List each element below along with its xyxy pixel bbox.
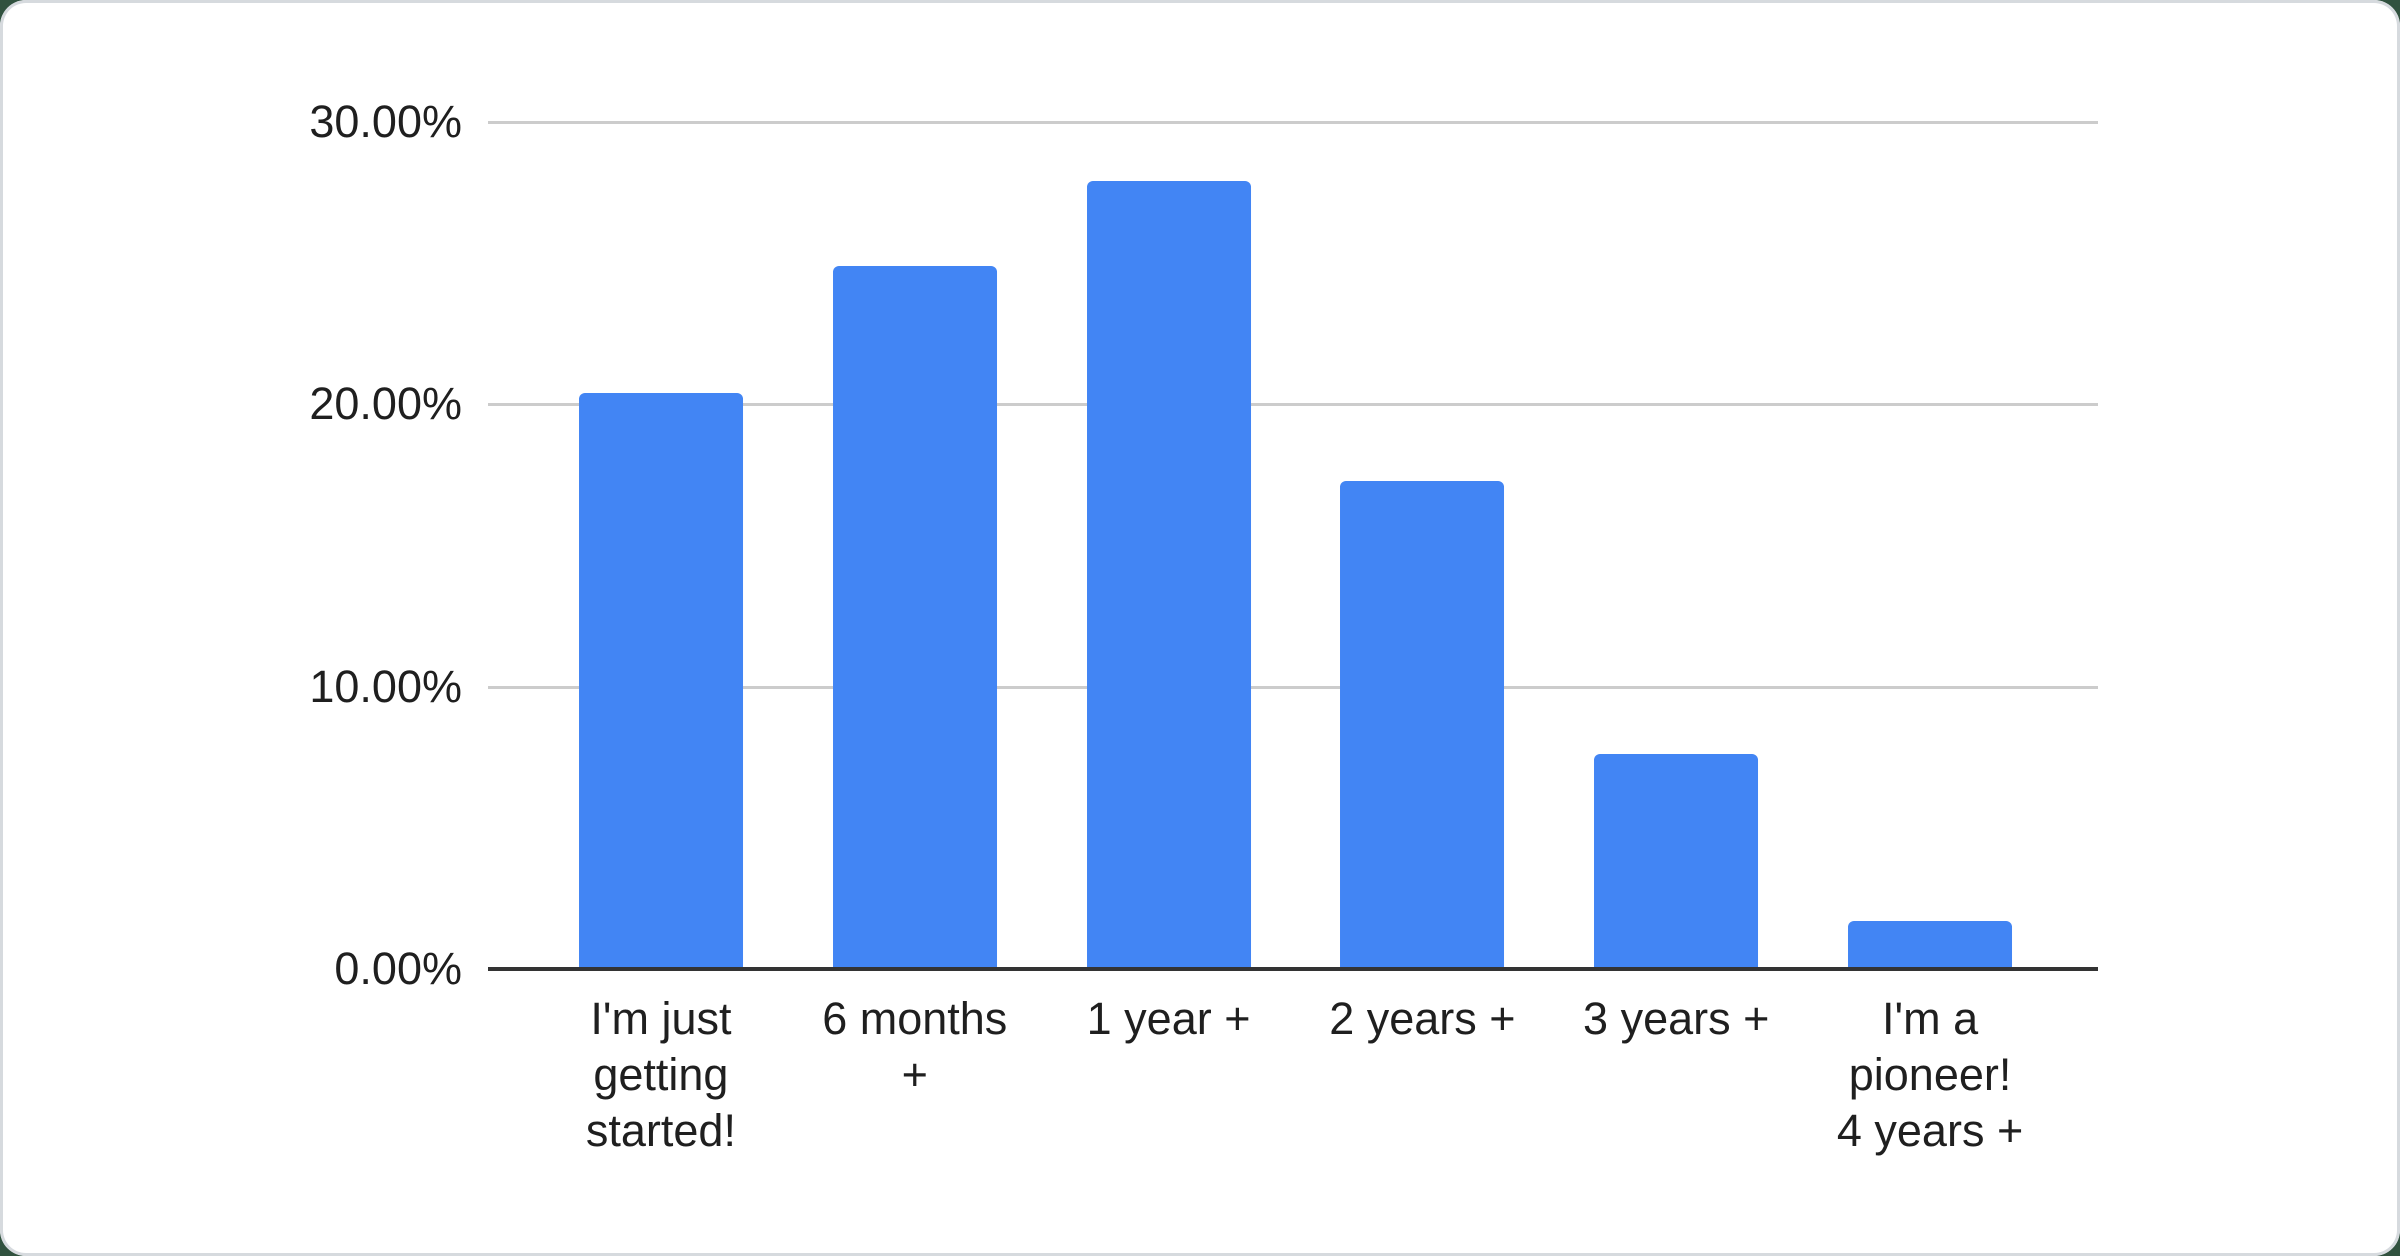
y-axis-tick-label: 20.00% <box>309 378 462 430</box>
x-axis-line <box>488 967 2098 971</box>
bar-slot <box>1042 122 1296 969</box>
bar-4[interactable] <box>1340 480 1505 969</box>
bar-6[interactable] <box>1848 921 2013 969</box>
x-axis-category-label: 1 year + <box>1086 993 1251 1044</box>
bar-slot <box>1295 122 1549 969</box>
bar-slot <box>1549 122 1803 969</box>
x-axis-category-label: 2 years + <box>1329 993 1516 1044</box>
y-axis-tick-label: 0.00% <box>334 943 462 994</box>
x-axis-category-label: 3 years + <box>1583 993 1770 1044</box>
gridline <box>488 121 2098 124</box>
bar-2[interactable] <box>832 266 997 969</box>
y-axis-tick-label: 30.00% <box>309 96 462 147</box>
x-axis-category-label: I'm a pioneer! 4 years + <box>1836 993 2024 1156</box>
x-axis-category-label: I'm just getting started! <box>585 993 736 1156</box>
bars-band <box>534 122 2057 969</box>
y-axis-tick-label: 10.00% <box>309 660 462 712</box>
bar-3[interactable] <box>1086 181 1251 969</box>
x-axis-category-label: 6 months + <box>822 993 1008 1100</box>
bar-slot <box>788 122 1042 969</box>
bar-slot <box>534 122 788 969</box>
bar-5[interactable] <box>1594 754 1759 969</box>
y-axis: 0.00% 10.00% 20.00% 30.00% <box>0 0 462 1256</box>
gridline <box>488 403 2098 407</box>
bar-1[interactable] <box>578 393 743 969</box>
bar-slot <box>1803 122 2057 969</box>
gridline <box>488 685 2098 689</box>
x-axis: I'm just getting started! 6 months + 1 year +… <box>534 991 2057 1159</box>
plot-area <box>488 121 2098 971</box>
